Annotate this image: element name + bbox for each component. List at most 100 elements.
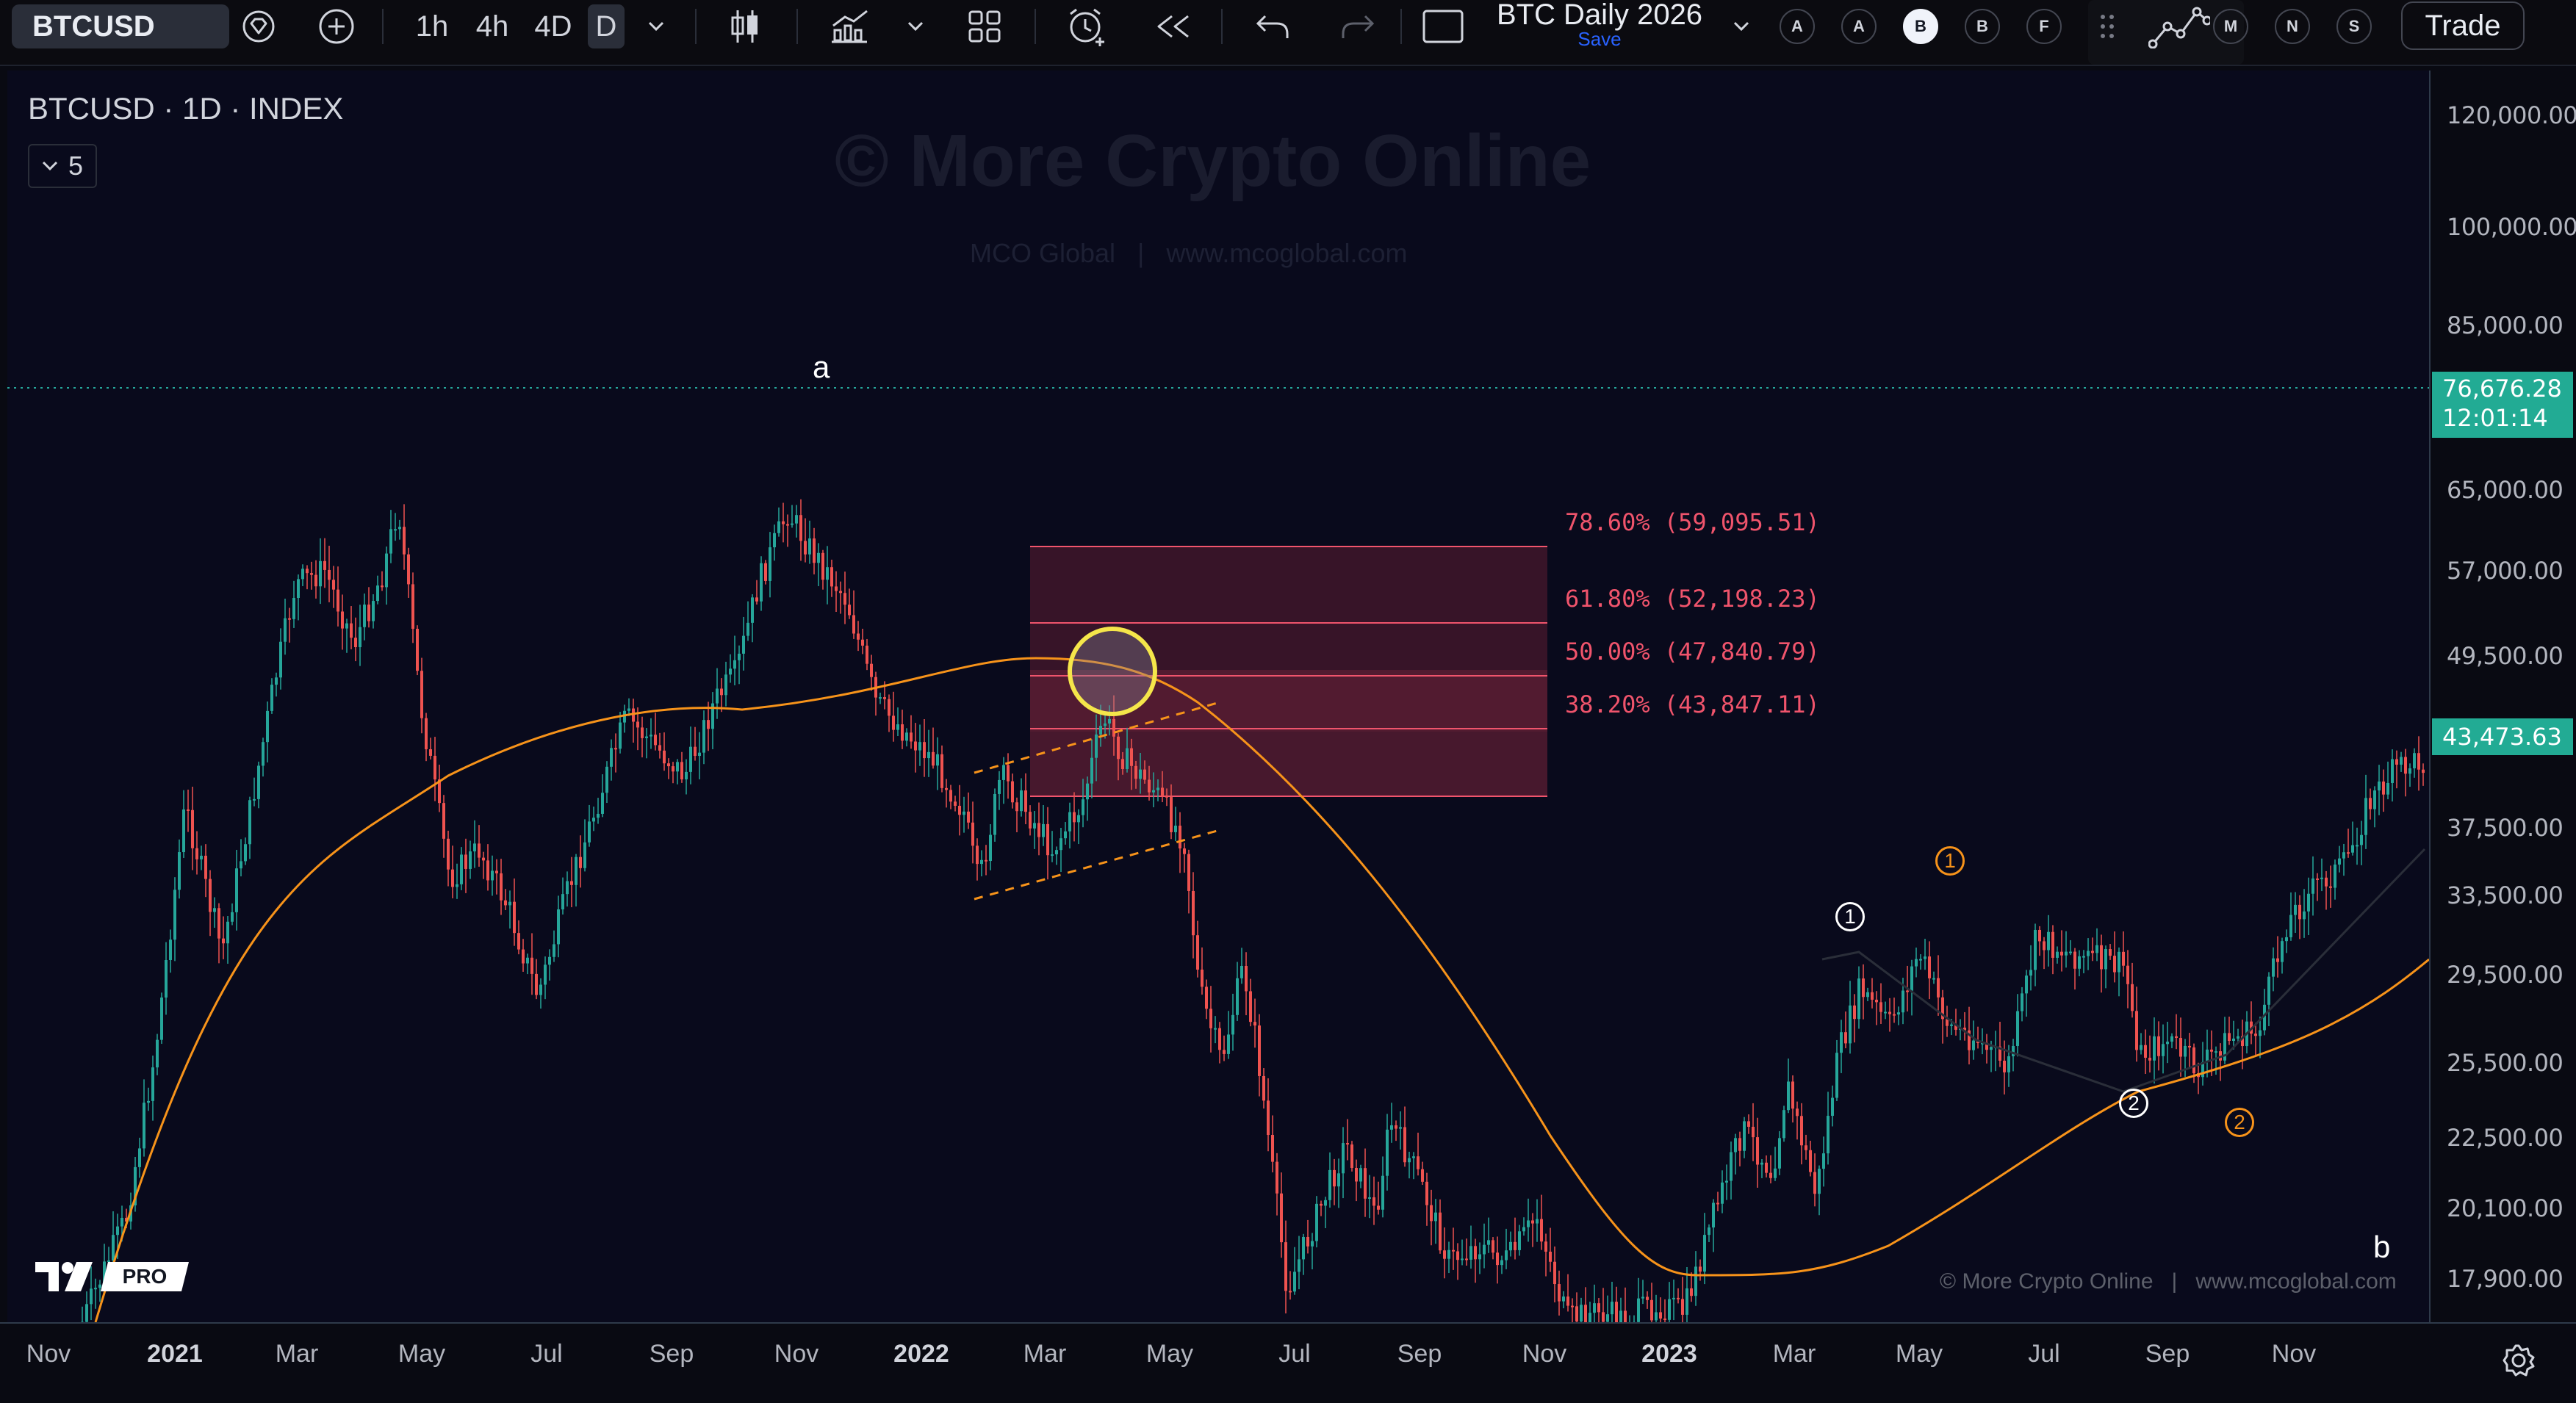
- candle-body: [835, 586, 838, 591]
- indicator-toggle[interactable]: 5: [28, 144, 97, 188]
- quick-button-s[interactable]: S: [2336, 9, 2372, 44]
- candle-body: [266, 711, 269, 742]
- tradingview-logo[interactable]: PRO: [34, 1258, 188, 1296]
- candle-body: [284, 618, 287, 642]
- candle-body: [843, 593, 846, 605]
- candle-body: [1130, 749, 1133, 766]
- candle-body: [799, 515, 802, 541]
- candle-body: [1046, 824, 1049, 855]
- quick-button-m[interactable]: M: [2213, 9, 2248, 44]
- candles-icon[interactable]: [723, 0, 767, 53]
- candle-body: [526, 958, 529, 964]
- candle-body: [1990, 1047, 1993, 1050]
- candle-body: [676, 762, 679, 771]
- quick-button-n[interactable]: N: [2275, 9, 2310, 44]
- chevron-down-icon: [42, 161, 58, 171]
- trade-button[interactable]: Trade: [2401, 1, 2525, 50]
- diamond-icon[interactable]: [237, 0, 281, 53]
- candle-body: [1192, 891, 1195, 935]
- candle-body: [1540, 1219, 1543, 1242]
- candle-body: [204, 856, 207, 879]
- candle-body: [1619, 1310, 1622, 1322]
- candle-body: [1227, 1034, 1230, 1054]
- candle-body: [332, 580, 335, 589]
- chart-legend-title[interactable]: BTCUSD · 1D · INDEX: [28, 91, 343, 126]
- candle-body: [2025, 975, 2028, 993]
- candle-body: [2351, 845, 2354, 853]
- candle-body: [429, 749, 432, 756]
- price-axis-label: 25,500.00: [2447, 1049, 2563, 1077]
- candle-body: [2237, 1036, 2239, 1039]
- candle-body: [1492, 1240, 1494, 1252]
- candle-body: [1033, 823, 1036, 828]
- undo-icon[interactable]: [1252, 0, 1293, 53]
- candle-body: [1174, 826, 1177, 832]
- candle-body: [905, 732, 908, 740]
- replay-icon[interactable]: [1151, 0, 1195, 53]
- symbol-name[interactable]: BTCUSD: [32, 6, 155, 47]
- candle-body: [804, 541, 807, 554]
- time-axis-label: Nov: [1522, 1340, 1566, 1368]
- indicators-icon[interactable]: [826, 0, 873, 53]
- node-graph-icon[interactable]: [2148, 0, 2210, 53]
- candle-body: [786, 524, 789, 526]
- quick-button-f[interactable]: F: [2026, 9, 2062, 44]
- candle-body: [1531, 1220, 1534, 1223]
- candle-body: [1774, 1169, 1777, 1178]
- chevron-down-icon[interactable]: [1725, 0, 1757, 53]
- candle-body: [464, 854, 467, 869]
- quick-button-b-active[interactable]: B: [1903, 9, 1938, 44]
- candle-body: [1095, 735, 1098, 758]
- candle-body: [2087, 951, 2090, 956]
- candle-body: [1827, 1116, 1830, 1153]
- candle-body: [1280, 1194, 1283, 1242]
- chevron-down-icon[interactable]: [639, 0, 673, 53]
- candle-body: [1721, 1183, 1724, 1204]
- candle-body: [517, 933, 520, 949]
- candle-body: [866, 646, 868, 664]
- candle-body: [138, 1148, 141, 1166]
- candle-body: [143, 1103, 145, 1148]
- pro-badge: PRO: [104, 1262, 185, 1291]
- candle-body: [1223, 1050, 1226, 1054]
- candle-body: [958, 806, 961, 815]
- candle-body: [292, 598, 295, 619]
- redo-icon[interactable]: [1337, 0, 1378, 53]
- toolbar-separator: [1221, 9, 1223, 44]
- layout-grid-icon[interactable]: [963, 0, 1007, 53]
- candle-body: [1765, 1163, 1768, 1173]
- chevron-down-icon[interactable]: [899, 0, 932, 53]
- candle-body: [1346, 1143, 1349, 1144]
- candle-body: [1589, 1313, 1591, 1322]
- candle-body: [262, 742, 265, 765]
- candle-body: [2078, 956, 2081, 969]
- candle-body: [1403, 1127, 1406, 1162]
- candle-body: [1011, 782, 1014, 803]
- quick-button-b[interactable]: B: [1965, 9, 2000, 44]
- plus-circle-icon[interactable]: [314, 0, 359, 53]
- interval-daily[interactable]: D: [588, 4, 625, 48]
- candle-body: [667, 763, 670, 766]
- quick-button-a[interactable]: A: [1780, 9, 1815, 44]
- candle-body: [2395, 760, 2398, 765]
- interval-1h[interactable]: 1h: [409, 0, 456, 53]
- candle-body: [2417, 753, 2420, 769]
- candle-body: [813, 538, 816, 563]
- layout-save-link[interactable]: Save: [1493, 28, 1706, 50]
- candle-body: [350, 624, 353, 638]
- candle-body: [2034, 930, 2037, 970]
- candle-body: [1800, 1116, 1803, 1145]
- layout-name[interactable]: BTC Daily 2026: [1493, 0, 1706, 29]
- interval-4h[interactable]: 4h: [467, 0, 517, 53]
- drag-handle-icon[interactable]: [2093, 0, 2122, 53]
- fullscreen-icon[interactable]: [1420, 0, 1467, 53]
- candle-body: [927, 752, 930, 758]
- settings-gear-icon[interactable]: [2497, 1338, 2541, 1382]
- quick-button-a[interactable]: A: [1841, 9, 1877, 44]
- candle-body: [1743, 1121, 1746, 1150]
- candle-body: [1474, 1246, 1477, 1259]
- price-axis-label: 57,000.00: [2447, 557, 2563, 585]
- interval-4d[interactable]: 4D: [528, 0, 579, 53]
- alert-clock-icon[interactable]: [1064, 0, 1111, 53]
- candle-body: [240, 861, 242, 868]
